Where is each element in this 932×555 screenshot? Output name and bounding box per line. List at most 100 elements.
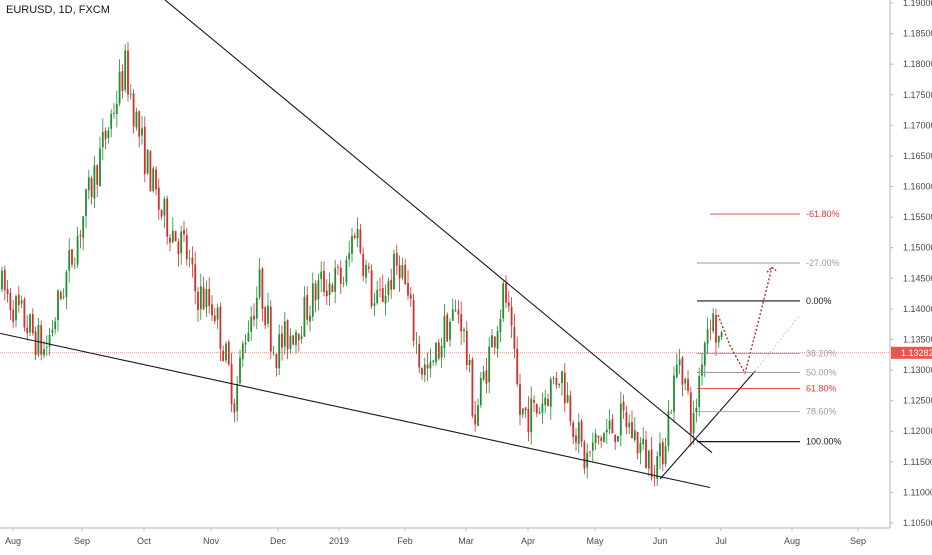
- candle-body: [460, 314, 463, 332]
- candle-body: [407, 282, 409, 296]
- candle-body: [250, 316, 253, 332]
- candle-body: [465, 330, 468, 366]
- candle-body: [353, 235, 356, 238]
- candle-body: [171, 230, 174, 243]
- candle-body: [71, 249, 73, 265]
- candle-body: [566, 394, 569, 403]
- candle-body: [661, 442, 664, 465]
- candle-body: [115, 103, 118, 115]
- candle-body: [695, 407, 698, 413]
- candle-body: [356, 229, 359, 239]
- candle-body: [533, 400, 535, 403]
- candle-body: [370, 270, 373, 307]
- candle-body: [684, 378, 687, 384]
- candle-body: [586, 452, 589, 468]
- candle-body: [197, 291, 199, 311]
- candle-body: [619, 403, 622, 436]
- candle-body: [12, 309, 15, 322]
- candle-body: [337, 266, 339, 268]
- candle-body: [421, 368, 423, 375]
- candle-body: [29, 314, 31, 333]
- candle-body: [93, 165, 96, 199]
- candle-body: [426, 364, 429, 369]
- candle-body: [499, 318, 502, 332]
- fib-label: 78.60%: [806, 407, 837, 417]
- falling-resistance-trendline: [164, 0, 713, 454]
- candle-body: [591, 442, 594, 451]
- x-tick-label: Jun: [653, 536, 668, 546]
- candle-body: [379, 289, 381, 291]
- candle-body: [317, 280, 320, 300]
- candle-body: [614, 434, 617, 443]
- candle-body: [594, 433, 597, 443]
- candle-body: [617, 436, 619, 442]
- candle-body: [325, 290, 328, 297]
- candle-body: [569, 395, 572, 422]
- axes: 1.19000 1.18500 1.18000 1.17500 1.17000 1.165…: [5, 0, 932, 546]
- y-tick-label: 1.19000: [903, 0, 932, 8]
- candle-body: [412, 299, 415, 341]
- candle-body: [611, 419, 614, 434]
- candle-body: [650, 449, 653, 478]
- candle-body: [34, 331, 37, 356]
- candle-body: [135, 111, 138, 128]
- candle-body: [457, 310, 460, 315]
- candle-body: [169, 237, 171, 243]
- x-tick-label: Sep: [850, 536, 866, 546]
- x-tick-label: Dec: [270, 536, 287, 546]
- candles: [1, 41, 723, 487]
- candle-body: [720, 332, 723, 337]
- y-tick-label: 1.15500: [903, 212, 932, 222]
- drawings: [0, 0, 801, 489]
- candle-body: [563, 372, 566, 404]
- y-tick-label: 1.14000: [903, 304, 932, 314]
- candle-body: [275, 354, 278, 369]
- candle-body: [194, 264, 197, 292]
- x-tick-label: Jul: [715, 536, 727, 546]
- projection-arrowhead: [766, 266, 778, 273]
- current-price-tag: [891, 346, 932, 359]
- candle-body: [152, 168, 155, 191]
- candle-body: [600, 437, 603, 441]
- candle-body: [667, 411, 670, 447]
- candle-body: [597, 435, 600, 438]
- candle-body: [166, 198, 169, 237]
- candle-body: [3, 269, 6, 291]
- candle-body: [712, 313, 715, 332]
- falling-support-trendline: [0, 332, 711, 489]
- candle-body: [689, 392, 692, 434]
- candle-body: [359, 229, 362, 253]
- candle-body: [432, 360, 435, 363]
- candle-body: [272, 352, 275, 354]
- candle-body: [706, 329, 709, 344]
- candle-body: [437, 342, 440, 359]
- candle-body: [365, 265, 367, 278]
- candle-body: [227, 341, 230, 365]
- candle-body: [673, 375, 675, 412]
- candle-body: [323, 270, 325, 292]
- y-tick-label: 1.16000: [903, 182, 932, 192]
- candle-body: [415, 342, 418, 344]
- y-tick-label: 1.17500: [903, 90, 932, 100]
- fib-label: 38.20%: [806, 349, 837, 359]
- candle-body: [555, 377, 558, 385]
- candle-body: [608, 420, 611, 430]
- candle-body: [709, 328, 712, 330]
- current-price-label: 1.13282: [901, 348, 932, 358]
- candle-body: [121, 71, 124, 91]
- candle-body: [429, 361, 432, 369]
- candle-body: [628, 423, 631, 428]
- candle-body: [376, 289, 379, 304]
- candle-body: [463, 329, 465, 331]
- candle-body: [339, 267, 342, 284]
- candle-body: [79, 234, 82, 237]
- candle-body: [233, 403, 236, 413]
- fib-label: -27.00%: [806, 258, 840, 268]
- candle-body: [283, 321, 286, 347]
- y-tick-label: 1.11000: [903, 487, 932, 497]
- candle-body: [717, 335, 720, 343]
- candle-body: [76, 236, 79, 265]
- candle-body: [575, 435, 577, 443]
- candle-body: [68, 250, 71, 271]
